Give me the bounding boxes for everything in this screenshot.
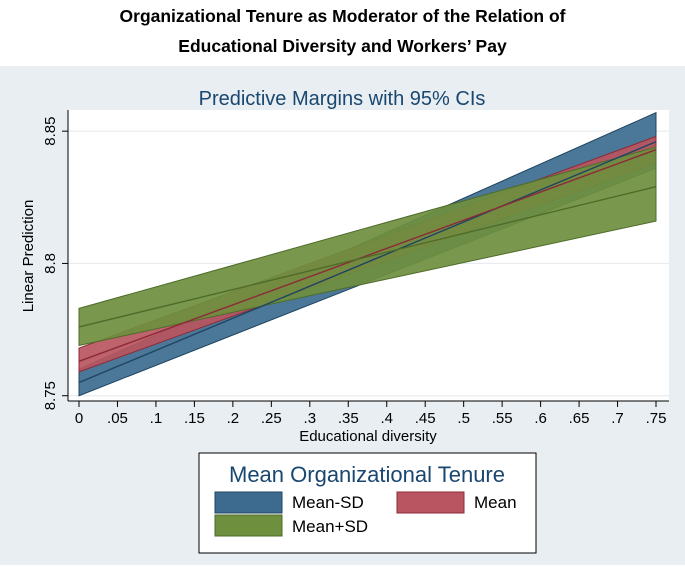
chart-panel: Predictive Margins with 95% CIs 8.75 8.8 8… xyxy=(0,66,685,565)
y-axis-label: Linear Prediction xyxy=(20,200,37,313)
prediction-line-mean-sd xyxy=(78,141,657,384)
legend: Mean Organizational Tenure Mean-SD MeanMe… xyxy=(198,452,537,554)
y-tick-label: 8.8 xyxy=(42,253,59,274)
x-tick-label: .45 xyxy=(415,410,436,427)
x-tick-label: .15 xyxy=(184,410,205,427)
x-tick-label: .2 xyxy=(227,410,240,427)
x-tick-label: 0 xyxy=(75,410,83,427)
x-tick-label: .55 xyxy=(492,410,513,427)
x-tick-label: .05 xyxy=(107,410,128,427)
legend-label: Mean xyxy=(474,493,517,512)
ci-bands xyxy=(78,111,657,397)
prediction-line-mean-sd xyxy=(78,186,657,328)
x-tick-label: .75 xyxy=(646,410,667,427)
y-axis-ticks: 8.75 8.8 8.85 xyxy=(42,117,68,410)
y-tick-label: 8.85 xyxy=(42,117,59,146)
x-tick-label: .4 xyxy=(380,410,393,427)
legend-label: Mean+SD xyxy=(292,517,368,536)
x-tick-label: .3 xyxy=(304,410,317,427)
x-axis-label: Educational diversity xyxy=(299,428,437,445)
y-tick-label: 8.75 xyxy=(42,381,59,410)
figure-title-line-1: Organizational Tenure as Moderator of th… xyxy=(119,6,566,26)
series-lines xyxy=(78,141,657,384)
x-tick-label: .6 xyxy=(534,410,547,427)
legend-label: Mean-SD xyxy=(292,493,364,512)
prediction-line-mean xyxy=(78,149,657,362)
legend-title: Mean Organizational Tenure xyxy=(229,462,505,487)
x-tick-label: .25 xyxy=(261,410,282,427)
legend-swatch xyxy=(214,491,283,514)
x-axis-ticks: 0 .05 .1 .15 .2 .25 .3 .35 .4 .45 .5 .55 .6 .65 .7 .75 xyxy=(75,401,667,427)
chart-svg: Predictive Margins with 95% CIs 8.758.88… xyxy=(20,88,669,554)
x-tick-label: .7 xyxy=(611,410,624,427)
x-tick-label: .5 xyxy=(457,410,470,427)
figure-title-line-2: Educational Diversity and Workers’ Pay xyxy=(178,36,507,56)
legend-swatch xyxy=(396,491,465,514)
x-tick-label: .65 xyxy=(569,410,590,427)
chart-title: Predictive Margins with 95% CIs xyxy=(199,88,486,110)
legend-swatch xyxy=(214,514,283,537)
x-tick-label: .1 xyxy=(150,410,163,427)
ci-band-mean-sd xyxy=(78,146,657,347)
legend-items: Mean-SD Mean Mean+SD xyxy=(214,491,517,537)
x-tick-label: .35 xyxy=(338,410,359,427)
